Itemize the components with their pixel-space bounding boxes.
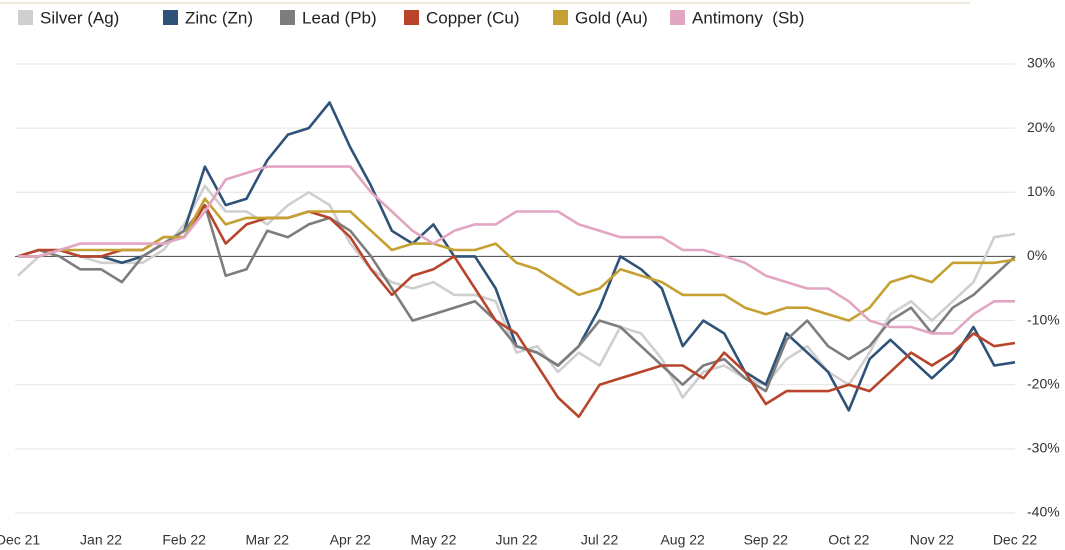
legend-label: Silver (Ag) [40,8,119,27]
x-tick-label: Jun 22 [495,532,537,548]
x-tick-label: Oct 22 [828,532,869,548]
x-tick-label: Dec 22 [993,532,1038,548]
series-line [18,197,1016,322]
x-tick-label: May 22 [410,532,456,548]
y-tick-label: 0% [1027,247,1047,263]
x-tick-label: Jul 22 [581,532,619,548]
x-tick-label: Mar 22 [245,532,289,548]
legend-label: Antimony (Sb) [692,8,804,27]
legend: Silver (Ag) Zinc (Zn) Lead (Pb) Copper (Cu)… [18,8,804,27]
y-tick-label: -40% [1027,504,1060,520]
legend-label: Zinc (Zn) [185,8,253,27]
x-tick-label: Feb 22 [162,532,206,548]
legend-label: Lead (Pb) [302,8,377,27]
y-tick-label: 20% [1027,119,1055,135]
legend-label: Gold (Au) [575,8,648,27]
x-tick-label: Apr 22 [330,532,371,548]
x-tick-label: Jan 22 [80,532,122,548]
x-tick-label: Nov 22 [910,532,955,548]
y-tick-label: 10% [1027,183,1055,199]
x-tick-label: Aug 22 [660,532,705,548]
legend-swatch [404,10,419,25]
series-line [18,165,1015,335]
x-tick-label: Sep 22 [744,532,789,548]
y-tick-label: 30% [1027,55,1055,71]
series-line [17,184,1016,399]
legend-swatch [18,10,33,25]
legend-swatch [670,10,685,25]
y-tick-label: -20% [1027,375,1060,391]
legend-swatch [163,10,178,25]
x-tick-label: Dec 21 [0,532,40,548]
legend-swatch [553,10,568,25]
y-tick-label: -30% [1027,440,1060,456]
legend-swatch [280,10,295,25]
legend-label: Copper (Cu) [426,8,520,27]
y-tick-label: -10% [1027,311,1060,327]
series-line [17,203,1016,393]
